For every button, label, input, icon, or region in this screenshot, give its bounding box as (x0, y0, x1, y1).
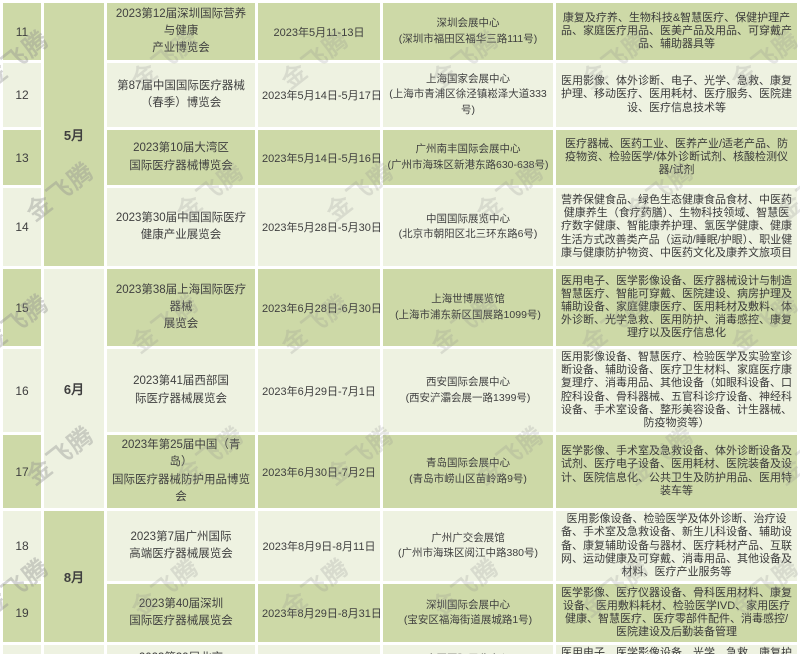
venue-name: 中国国际展览中心 (387, 652, 549, 654)
month-cell-may: 5月 (44, 3, 104, 266)
exhibition-name: 2023第38届上海国际医疗器械 展览会 (107, 269, 255, 346)
exhibition-date: 2023年5月11-13日 (258, 3, 380, 60)
exhibition-scope: 医学影像、医疗仪器设备、骨科医用材料、康复设备、医用敷料耗材、检验医学IVD、家… (556, 584, 797, 643)
row-number: 15 (3, 269, 41, 346)
table-row: 11 5月 2023第12届深圳国际营养与健康 产业博览会 2023年5月11-… (3, 3, 797, 266)
venue-address: (青岛市崂山区苗岭路9号) (409, 472, 527, 485)
exhibition-scope: 医用影像、体外诊断、电子、光学、急救、康复护理、移动医疗、医用耗材、医疗服务、医… (556, 63, 797, 127)
exhibition-venue: 上海国家会展中心 (上海市青浦区徐泾镇崧泽大道333号) (383, 63, 553, 127)
venue-address: (宝安区福海街道展城路1号) (403, 614, 533, 627)
exhibition-scope: 营养保健食品、绿色生态健康食品食材、中医药健康养生（食疗药膳）、生物科技领域、智… (556, 188, 797, 266)
exhibition-scope: 医用影像设备、检验医学及体外诊断、治疗设备、手术室及急救设备、新生儿科设备、辅助… (556, 511, 797, 582)
row-number: 20 (3, 645, 41, 654)
venue-address: (广州市海珠区阅江中路380号) (397, 547, 538, 560)
row-number: 12 (3, 63, 41, 127)
table-row: 15 6月 2023第38届上海国际医疗器械 展览会 2023年6月28日-6月… (3, 269, 797, 509)
exhibition-name: 2023第40届深圳 国际医疗器械展览会 (107, 584, 255, 643)
table-row: 18 8月 2023第7届广州国际 高端医疗器械展览会 2023年8月9日-8月… (3, 511, 797, 643)
exhibition-name: 2023第7届广州国际 高端医疗器械展览会 (107, 511, 255, 582)
venue-name: 上海世博展览馆 (431, 293, 505, 306)
exhibition-venue: 上海世博展览馆 (上海市浦东新区国展路1099号) (383, 269, 553, 346)
exhibition-name: 2023第39届北京 国际医疗器械展览会 (107, 645, 255, 654)
exhibition-venue: 深圳会展中心 (深圳市福田区福华三路111号) (383, 3, 553, 60)
venue-address: (北京市朝阳区北三环东路6号) (398, 228, 538, 240)
exhibition-name: 2023第30届中国国际医疗 健康产业展览会 (107, 188, 255, 266)
venue-name: 青岛国际会展中心 (426, 457, 510, 470)
venue-name: 中国国际展览中心 (426, 212, 510, 225)
venue-name: 西安国际会展中心 (426, 376, 510, 389)
table-row: 20 9月 2023第39届北京 国际医疗器械展览会 2023年9月26-9月2… (3, 645, 797, 654)
table-row: 14 2023第30届中国国际医疗 健康产业展览会 2023年5月28日-5月3… (3, 188, 797, 266)
row-number: 14 (3, 188, 41, 266)
exhibition-date: 2023年5月14日-5月16日 (258, 130, 380, 185)
exhibition-venue: 广州广交会展馆 (广州市海珠区阅江中路380号) (383, 511, 553, 582)
exhibition-venue: 青岛国际会展中心 (青岛市崂山区苗岭路9号) (383, 435, 553, 509)
exhibition-venue: 中国国际展览中心 (北京市朝阳区北三环东路6号) (383, 188, 553, 266)
exhibition-venue: 中国国际展览中心 (北京市朝阳区北三环东路6号) (383, 645, 553, 654)
row-number: 11 (3, 3, 41, 60)
exhibition-date: 2023年9月26-9月28日 (258, 645, 380, 654)
table-row: 19 2023第40届深圳 国际医疗器械展览会 2023年8月29日-8月31日… (3, 584, 797, 643)
venue-address: (西安浐灞会展一路1399号) (405, 391, 531, 404)
exhibition-scope: 医用电子、医学影像设备、光学、急救、康复护理、医疗用品及卫生材料、检验设备及诊断… (556, 645, 797, 654)
venue-address: (深圳市福田区福华三路111号) (398, 32, 538, 45)
table-row: 17 2023年第25届中国（青岛） 国际医疗器械防护用品博览会 2023年6月… (3, 435, 797, 509)
exhibition-date: 2023年6月29日-7月1日 (258, 349, 380, 433)
row-number: 13 (3, 130, 41, 185)
venue-address: (广州市海珠区新港东路630-638号) (387, 158, 549, 171)
month-cell-august: 8月 (44, 511, 104, 643)
exhibition-date: 2023年8月9日-8月11日 (258, 511, 380, 582)
exhibition-name: 2023第12届深圳国际营养与健康 产业博览会 (107, 3, 255, 60)
exhibition-date: 2023年5月28日-5月30日 (258, 188, 380, 266)
row-number: 18 (3, 511, 41, 582)
exhibition-name: 第87届中国国际医疗器械 （春季）博览会 (107, 63, 255, 127)
table-row: 16 2023第41届西部国 际医疗器械展览会 2023年6月29日-7月1日 … (3, 349, 797, 433)
exhibition-venue: 深圳国际会展中心 (宝安区福海街道展城路1号) (383, 584, 553, 643)
exhibition-name: 2023第41届西部国 际医疗器械展览会 (107, 349, 255, 433)
venue-address: (上海市浦东新区国展路1099号) (395, 308, 541, 321)
venue-name: 深圳会展中心 (436, 17, 500, 30)
venue-name: 上海国家会展中心 (426, 73, 510, 86)
exhibition-venue: 西安国际会展中心 (西安浐灞会展一路1399号) (383, 349, 553, 433)
venue-name: 广州南丰国际会展中心 (415, 143, 521, 156)
row-number: 19 (3, 584, 41, 643)
exhibition-scope: 医用电子、医学影像设备、医疗器械设计与制造智慧医疗、智能可穿戴、医院建设、病房护… (556, 269, 797, 346)
exhibition-name: 2023第10届大湾区 国际医疗器械博览会 (107, 130, 255, 185)
exhibition-scope: 医疗器械、医药工业、医养产业/适老产品、防疫物资、检验医学/体外诊断试剂、核酸检… (556, 130, 797, 185)
exhibition-scope: 医用影像设备、智慧医疗、检验医学及实验室诊断设备、辅助设备、医疗卫生材料、家庭医… (556, 349, 797, 433)
venue-name: 深圳国际会展中心 (426, 598, 510, 611)
exhibition-name: 2023年第25届中国（青岛） 国际医疗器械防护用品博览会 (107, 435, 255, 509)
exhibition-date: 2023年6月30日-7月2日 (258, 435, 380, 509)
venue-name: 广州广交会展馆 (431, 531, 505, 544)
exhibition-venue: 广州南丰国际会展中心 (广州市海珠区新港东路630-638号) (383, 130, 553, 185)
exhibition-scope: 康复及疗养、生物科技&智慧医疗、保健护理产品、家庭医疗用品、医美产品及用品、可穿… (556, 3, 797, 60)
exhibition-scope: 医学影像、手术室及急救设备、体外诊断设备及试剂、医疗电子设备、医用耗材、医院装备… (556, 435, 797, 509)
exhibition-date: 2023年5月14日-5月17日 (258, 63, 380, 127)
month-cell-september: 9月 (44, 645, 104, 654)
row-number: 17 (3, 435, 41, 509)
venue-address: (上海市青浦区徐泾镇崧泽大道333号) (389, 88, 547, 116)
table-row: 13 2023第10届大湾区 国际医疗器械博览会 2023年5月14日-5月16… (3, 130, 797, 185)
month-cell-june: 6月 (44, 269, 104, 509)
table-row: 12 第87届中国国际医疗器械 （春季）博览会 2023年5月14日-5月17日… (3, 63, 797, 127)
row-number: 16 (3, 349, 41, 433)
exhibition-date: 2023年6月28日-6月30日 (258, 269, 380, 346)
exhibition-date: 2023年8月29日-8月31日 (258, 584, 380, 643)
